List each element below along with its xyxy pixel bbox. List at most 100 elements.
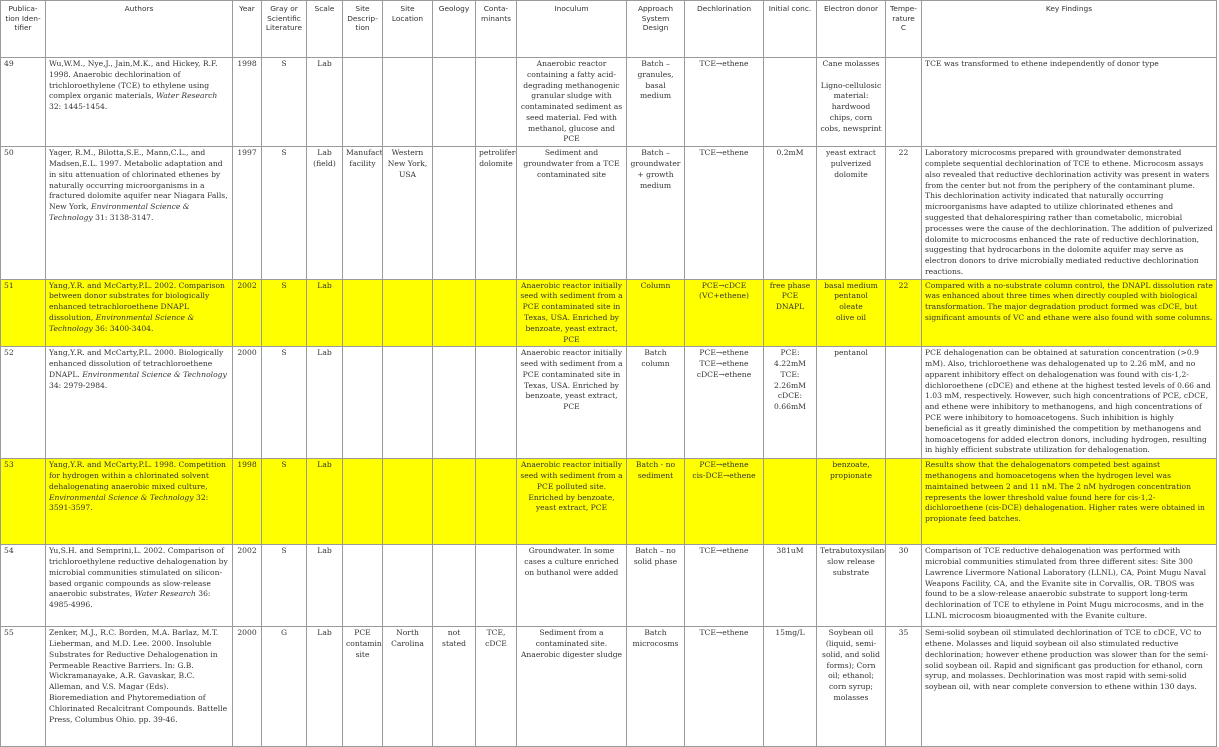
cell-contaminants xyxy=(475,346,517,460)
cell-dechlorination-text: TCE→ethene xyxy=(699,148,749,158)
cell-initial-conc: 15mg/L xyxy=(763,626,817,747)
cell-key-findings-text: TCE was transformed to ethene independen… xyxy=(925,59,1159,68)
journal-name: Water Research xyxy=(156,91,218,101)
cell-approach: Column xyxy=(626,278,685,348)
cell-gray: S xyxy=(261,458,307,546)
cell-initial-conc xyxy=(763,56,817,148)
cell-scale-text: Lab xyxy=(317,546,332,556)
cell-temperature-text: 30 xyxy=(898,546,909,556)
cell-year-text: 1997 xyxy=(237,148,257,158)
cell-site-description xyxy=(342,544,383,628)
cell-geology xyxy=(432,146,476,280)
cell-temperature: 30 xyxy=(885,544,922,628)
cell-dechlorination-text: TCE→ethene xyxy=(699,546,749,556)
cell-year: 1998 xyxy=(232,458,262,546)
cell-dechlorination: TCE→ethene xyxy=(684,626,764,747)
cell-site-location xyxy=(382,458,433,546)
cell-site-description xyxy=(342,458,383,546)
cell-inoculum: Anaerobic reactor initially seed with se… xyxy=(516,458,627,546)
cell-year-text: 1998 xyxy=(237,59,257,68)
table-row: 55 Zenker, M.J., R.C. Borden, M.A. Barlaz… xyxy=(0,626,1217,747)
citation-volume-pages: 32: 1445-1454. xyxy=(49,102,108,112)
cell-contaminants xyxy=(475,544,517,628)
cell-authors: Yu,S.H. and Semprini,L. 2002. Comparison… xyxy=(45,544,233,628)
cell-gray-text: S xyxy=(281,59,287,68)
cell-authors: Zenker, M.J., R.C. Borden, M.A. Barlaz, … xyxy=(45,626,233,747)
cell-inoculum: Sediment and groundwater from a TCE cont… xyxy=(516,146,627,280)
cell-pub-id: 54 xyxy=(0,544,46,628)
citation-text: Yager, R.M., Bilotta,S.E., Mann,C.L., an… xyxy=(49,148,228,212)
cell-year: 1998 xyxy=(232,56,262,148)
header-site-location: Site Location xyxy=(382,0,433,58)
cell-site-location-text: North Carolina xyxy=(391,628,424,649)
cell-scale: Lab xyxy=(306,626,343,747)
cell-pub-id-text: 49 xyxy=(4,59,14,68)
cell-key-findings-text: Compared with a no-substrate column cont… xyxy=(925,280,1213,322)
cell-inoculum: Sediment from a contaminated site. Anaer… xyxy=(516,626,627,747)
citation-volume-pages: 34: 2979-2984. xyxy=(49,380,108,390)
cell-site-description: PCE contaminated site xyxy=(342,626,383,747)
cell-inoculum: Anaerobic reactor initially seed with se… xyxy=(516,346,627,460)
cell-scale: Lab xyxy=(306,278,343,348)
cell-gray: G xyxy=(261,626,307,747)
cell-inoculum-text: Anaerobic reactor containing a fatty aci… xyxy=(520,59,623,144)
cell-key-findings-text: Comparison of TCE reductive dehalogenati… xyxy=(925,546,1207,620)
cell-gray: S xyxy=(261,544,307,628)
cell-dechlorination-text: PCE→cDCE (VC+ethene) xyxy=(699,280,749,301)
cell-scale: Lab xyxy=(306,458,343,546)
cell-electron-donor: Cane molasses Ligno-cellulosic material:… xyxy=(816,56,886,148)
cell-dechlorination-text: TCE→ethene xyxy=(699,59,749,68)
cell-pub-id-text: 54 xyxy=(4,546,14,556)
cell-initial-conc: 381uM xyxy=(763,544,817,628)
cell-scale-text: Lab xyxy=(317,280,332,290)
cell-initial-conc-text: free phase PCE DNAPL xyxy=(769,280,811,312)
cell-site-location: North Carolina xyxy=(382,626,433,747)
cell-authors: Wu,W.M., Nye,J., Jain,M.K., and Hickey, … xyxy=(45,56,233,148)
cell-initial-conc-text: 0.2mM xyxy=(776,148,804,158)
cell-contaminants xyxy=(475,278,517,348)
cell-inoculum: Anaerobic reactor initially seed with se… xyxy=(516,278,627,348)
cell-authors: Yang,Y.R. and McCarty,P.L. 1998. Competi… xyxy=(45,458,233,546)
cell-year: 2000 xyxy=(232,626,262,747)
cell-contaminants xyxy=(475,458,517,546)
cell-inoculum-text: Sediment from a contaminated site. Anaer… xyxy=(520,628,623,659)
cell-temperature: 22 xyxy=(885,146,922,280)
cell-key-findings: Comparison of TCE reductive dehalogenati… xyxy=(921,544,1217,628)
journal-name: Environmental Science & Technology xyxy=(82,369,227,379)
cell-gray: S xyxy=(261,56,307,148)
journal-name: Environmental Science & Technology xyxy=(49,312,195,333)
cell-electron-donor-text: benzoate, propionate xyxy=(830,460,872,481)
cell-pub-id: 53 xyxy=(0,458,46,546)
cell-approach: Batch – groundwater + growth medium xyxy=(626,146,685,280)
cell-temperature-text: 35 xyxy=(898,628,909,638)
cell-gray-text: G xyxy=(280,628,288,638)
cell-site-description xyxy=(342,278,383,348)
cell-scale-text: Lab xyxy=(317,628,332,638)
cell-inoculum-text: Groundwater. In some cases a culture enr… xyxy=(524,546,619,577)
cell-dechlorination: PCE→cDCE (VC+ethene) xyxy=(684,278,764,348)
cell-approach-text: Batch – no solid phase xyxy=(633,546,678,567)
citation-volume-pages: 32: 3591-3597. xyxy=(49,492,209,513)
cell-pub-id-text: 55 xyxy=(4,628,14,638)
cell-electron-donor-text: Tetrabutoxysilane: slow release substrat… xyxy=(820,546,886,577)
cell-electron-donor-text: yeast extract pulverized dolomite xyxy=(826,148,876,179)
cell-geology xyxy=(432,458,476,546)
cell-temperature xyxy=(885,458,922,546)
cell-geology-text: not stated xyxy=(442,628,466,649)
cell-approach-text: Batch – granules, basal medium xyxy=(637,59,674,101)
cell-electron-donor: pentanol xyxy=(816,346,886,460)
cell-authors: Yang,Y.R. and McCarty,P.L. 2000. Biologi… xyxy=(45,346,233,460)
cell-pub-id: 51 xyxy=(0,278,46,348)
cell-gray: S xyxy=(261,278,307,348)
table-row: 53 Yang,Y.R. and McCarty,P.L. 1998. Compe… xyxy=(0,458,1217,546)
cell-electron-donor: Soybean oil (liquid, semi-solid, and sol… xyxy=(816,626,886,747)
header-dechlorination: Dechlorination xyxy=(684,0,764,58)
cell-contaminants xyxy=(475,56,517,148)
cell-temperature xyxy=(885,346,922,460)
cell-contaminants: TCE, cDCE xyxy=(475,626,517,747)
citation-text: Zenker, M.J., R.C. Borden, M.A. Barlaz, … xyxy=(49,628,228,724)
cell-initial-conc xyxy=(763,458,817,546)
cell-year: 2000 xyxy=(232,346,262,460)
cell-approach: Batch microcosms xyxy=(626,626,685,747)
